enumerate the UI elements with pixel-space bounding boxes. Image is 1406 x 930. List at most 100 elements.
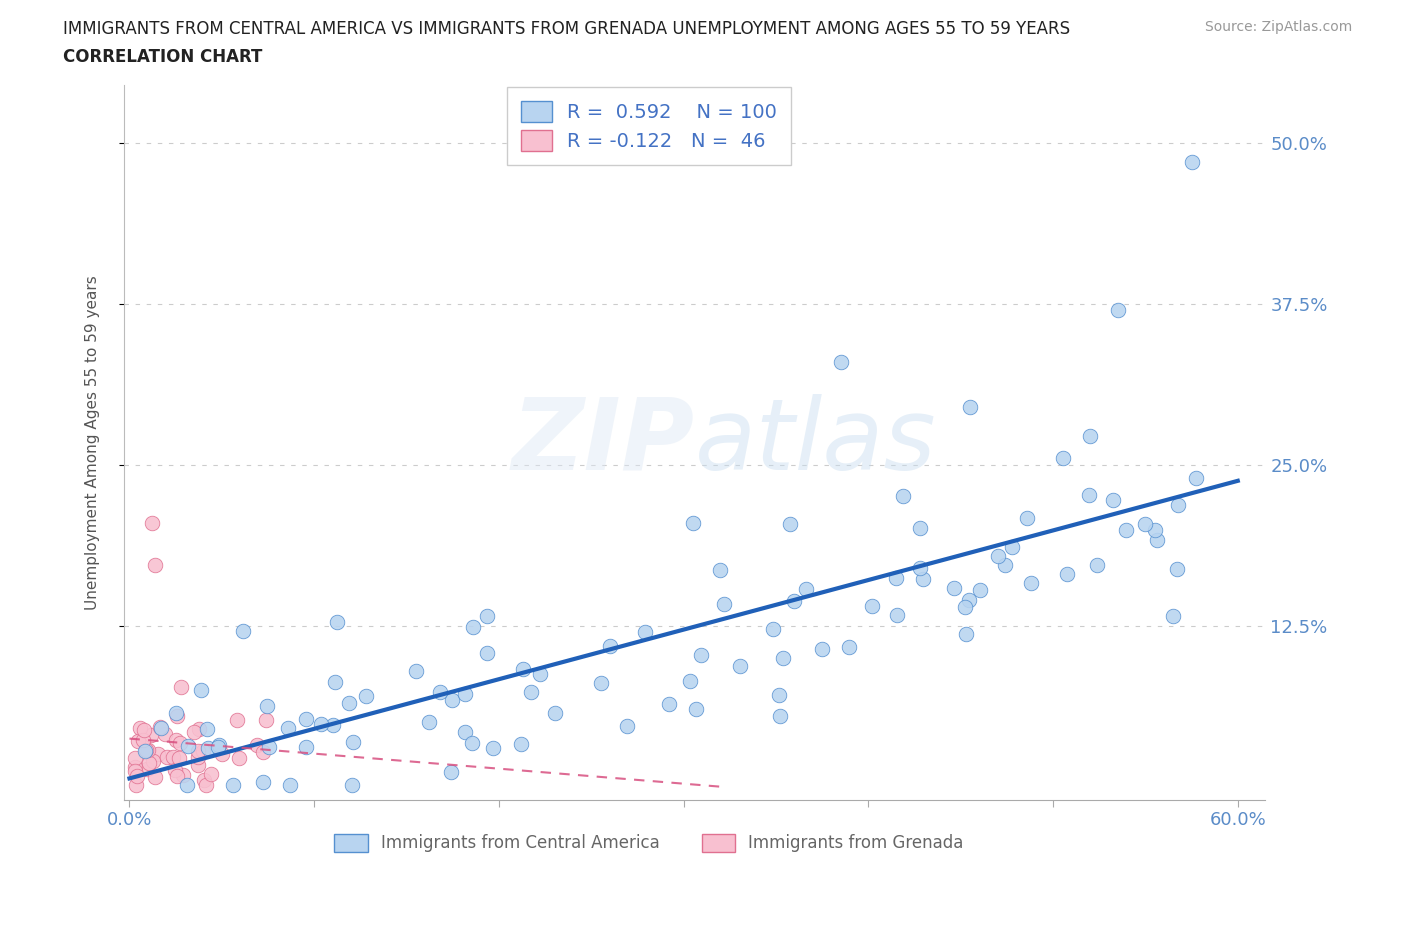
Point — [1161, 608, 1184, 623]
Point — [228, 751, 250, 765]
Point — [591, 675, 613, 690]
Point — [957, 592, 980, 607]
Point — [911, 572, 934, 587]
Point — [252, 775, 274, 790]
Point — [149, 719, 172, 734]
Point — [658, 697, 681, 711]
Point — [170, 680, 193, 695]
Point — [955, 626, 977, 641]
Point — [1185, 471, 1208, 485]
Point — [1102, 493, 1125, 508]
Point — [337, 696, 360, 711]
Point — [143, 558, 166, 573]
Point — [1052, 450, 1074, 465]
Point — [1167, 498, 1189, 512]
Text: atlas: atlas — [695, 393, 936, 491]
Point — [769, 709, 792, 724]
Point — [678, 673, 700, 688]
Point — [232, 624, 254, 639]
Point — [682, 515, 704, 530]
Point — [323, 674, 346, 689]
Point — [477, 608, 499, 623]
Point — [1146, 533, 1168, 548]
Point — [155, 726, 177, 741]
Point — [127, 733, 149, 748]
Point — [1181, 154, 1204, 169]
Point — [762, 621, 785, 636]
Text: IMMIGRANTS FROM CENTRAL AMERICA VS IMMIGRANTS FROM GRENADA UNEMPLOYMENT AMONG AG: IMMIGRANTS FROM CENTRAL AMERICA VS IMMIG… — [63, 20, 1070, 38]
Point — [908, 560, 931, 575]
Point — [796, 582, 818, 597]
Point — [124, 764, 146, 779]
Point — [1115, 523, 1137, 538]
Point — [143, 770, 166, 785]
Point — [520, 684, 543, 699]
Point — [125, 777, 148, 792]
Point — [544, 706, 567, 721]
Point — [461, 619, 484, 634]
Point — [141, 515, 163, 530]
Point — [959, 399, 981, 414]
Point — [254, 712, 277, 727]
Point — [256, 698, 278, 713]
Point — [176, 777, 198, 792]
Point — [135, 762, 157, 777]
Point — [405, 663, 427, 678]
Point — [187, 750, 209, 764]
Point — [322, 718, 344, 733]
Point — [200, 766, 222, 781]
Point — [165, 733, 187, 748]
Point — [633, 625, 655, 640]
Text: ZIP: ZIP — [512, 393, 695, 491]
Point — [187, 743, 209, 758]
Point — [884, 571, 907, 586]
Point — [166, 709, 188, 724]
Point — [509, 737, 531, 751]
Point — [278, 777, 301, 792]
Point — [1056, 566, 1078, 581]
Point — [529, 667, 551, 682]
Point — [169, 736, 191, 751]
Point — [225, 712, 247, 727]
Point — [342, 735, 364, 750]
Point — [837, 639, 859, 654]
Point — [340, 777, 363, 792]
Point — [616, 719, 638, 734]
Point — [195, 722, 218, 737]
Point — [197, 740, 219, 755]
Point — [134, 723, 156, 737]
Point — [354, 689, 377, 704]
Point — [987, 549, 1010, 564]
Point — [142, 753, 165, 768]
Point — [810, 642, 832, 657]
Point — [124, 751, 146, 765]
Point — [685, 701, 707, 716]
Legend: Immigrants from Central America, Immigrants from Grenada: Immigrants from Central America, Immigra… — [328, 827, 970, 859]
Point — [1166, 562, 1188, 577]
Point — [891, 488, 914, 503]
Point — [690, 647, 713, 662]
Text: Source: ZipAtlas.com: Source: ZipAtlas.com — [1205, 20, 1353, 34]
Point — [211, 746, 233, 761]
Point — [146, 747, 169, 762]
Point — [295, 711, 318, 726]
Point — [1107, 302, 1129, 317]
Point — [994, 557, 1017, 572]
Point — [207, 738, 229, 753]
Point — [1135, 516, 1157, 531]
Point — [183, 724, 205, 739]
Point — [163, 763, 186, 777]
Point — [193, 773, 215, 788]
Text: CORRELATION CHART: CORRELATION CHART — [63, 48, 263, 66]
Point — [222, 777, 245, 792]
Point — [127, 769, 149, 784]
Point — [969, 583, 991, 598]
Point — [768, 688, 790, 703]
Point — [1019, 576, 1042, 591]
Point — [156, 750, 179, 764]
Point — [1001, 539, 1024, 554]
Point — [418, 714, 440, 729]
Point — [252, 745, 274, 760]
Point — [190, 683, 212, 698]
Point — [440, 693, 463, 708]
